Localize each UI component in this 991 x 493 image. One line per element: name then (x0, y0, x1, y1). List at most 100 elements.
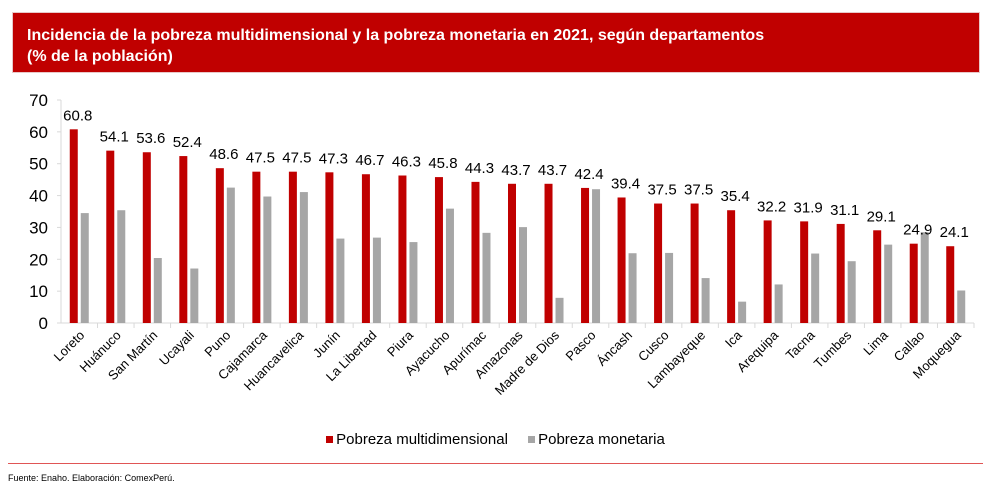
bar-monetaria (519, 227, 527, 323)
bar-multidimensional (69, 129, 78, 323)
bar-multidimensional (946, 246, 955, 323)
bar-monetaria (555, 297, 564, 323)
chart-title-bar: Incidencia de la pobreza multidimensiona… (12, 12, 980, 73)
y-tick-label: 30 (29, 218, 48, 237)
data-label-multidimensional: 47.3 (319, 150, 348, 167)
bar-multidimensional (361, 174, 370, 323)
source-note: Fuente: Enaho. Elaboración: ComexPerú. (8, 473, 175, 483)
data-label-multidimensional: 39.4 (611, 175, 640, 192)
data-label-multidimensional: 43.7 (501, 162, 530, 179)
data-label-multidimensional: 46.3 (392, 154, 421, 171)
bar-monetaria (738, 301, 747, 323)
bar-multidimensional (836, 223, 845, 323)
y-tick-label: 60 (29, 123, 48, 142)
bar-multidimensional (215, 168, 224, 323)
legend-swatch-monetaria (528, 436, 536, 443)
data-label-multidimensional: 42.4 (574, 166, 603, 183)
y-tick-label: 0 (39, 314, 48, 333)
bar-multidimensional (142, 152, 151, 323)
data-label-multidimensional: 24.1 (940, 224, 969, 241)
bar-monetaria (957, 290, 966, 323)
bar-monetaria (153, 258, 162, 323)
bar-multidimensional (581, 187, 590, 323)
bar-multidimensional (398, 175, 407, 323)
data-label-multidimensional: 48.6 (209, 146, 238, 163)
x-category-label: Ica (722, 327, 745, 350)
bar-monetaria (372, 237, 381, 323)
data-label-multidimensional: 31.1 (830, 202, 859, 219)
y-tick-label: 50 (29, 155, 48, 174)
bar-multidimensional (617, 197, 626, 323)
x-category-label: Áncash (594, 328, 635, 369)
bar-monetaria (117, 210, 126, 323)
legend-item-monetaria: Pobreza monetaria (528, 431, 665, 448)
data-label-multidimensional: 44.3 (465, 160, 494, 177)
x-category-label: Piura (384, 327, 417, 360)
bar-multidimensional (471, 181, 480, 323)
data-label-multidimensional: 43.7 (538, 162, 567, 179)
x-category-label: Madre de Dios (492, 327, 563, 398)
bar-monetaria (847, 261, 856, 323)
chart-subtitle: (% de la población) (27, 48, 173, 65)
bar-monetaria (774, 284, 783, 323)
bar-multidimensional (508, 183, 516, 323)
data-label-multidimensional: 37.5 (647, 182, 676, 199)
bar-monetaria (299, 192, 308, 323)
bar-multidimensional (690, 203, 699, 323)
data-label-multidimensional: 37.5 (684, 182, 713, 199)
legend-label-multidimensional: Pobreza multidimensional (336, 431, 508, 448)
bar-multidimensional (179, 156, 188, 323)
bar-multidimensional (106, 150, 115, 323)
bar-monetaria (409, 242, 418, 323)
data-label-multidimensional: 35.4 (721, 188, 750, 205)
bar-multidimensional (873, 230, 882, 323)
x-category-label: Tumbes (811, 327, 855, 371)
bar-chart: 01020304050607060.8Loreto54.1Huánuco53.6… (29, 91, 975, 398)
data-label-multidimensional: 31.9 (794, 199, 823, 216)
y-tick-label: 10 (29, 282, 48, 301)
data-label-multidimensional: 47.5 (282, 150, 311, 167)
bar-monetaria (665, 252, 674, 323)
bar-monetaria (920, 232, 929, 323)
bar-monetaria (811, 253, 820, 323)
bar-monetaria (226, 187, 235, 323)
x-category-label: Puno (201, 328, 233, 360)
legend-swatch-multidimensional (326, 436, 334, 443)
bar-monetaria (190, 268, 199, 323)
data-label-multidimensional: 32.2 (757, 198, 786, 215)
data-label-multidimensional: 60.8 (63, 107, 92, 124)
bar-multidimensional (763, 220, 772, 323)
legend-item-multidimensional: Pobreza multidimensional (326, 431, 508, 448)
bar-multidimensional (434, 177, 443, 323)
bar-multidimensional (909, 243, 918, 323)
bar-multidimensional (544, 183, 553, 323)
bar-monetaria (884, 244, 893, 323)
data-label-multidimensional: 45.8 (428, 155, 457, 172)
bar-multidimensional (325, 172, 334, 323)
bar-multidimensional (252, 171, 261, 323)
bar-monetaria (263, 196, 272, 323)
legend-label-monetaria: Pobreza monetaria (538, 431, 665, 448)
data-label-multidimensional: 53.6 (136, 130, 165, 147)
chart-title: Incidencia de la pobreza multidimensiona… (27, 27, 765, 44)
x-category-label: Lima (860, 327, 891, 358)
data-label-multidimensional: 29.1 (867, 208, 896, 225)
x-category-label: Junín (310, 328, 343, 361)
y-tick-label: 40 (29, 187, 48, 206)
bar-monetaria (592, 189, 601, 323)
data-label-multidimensional: 24.9 (903, 222, 932, 239)
data-label-multidimensional: 54.1 (100, 129, 129, 146)
data-label-multidimensional: 52.4 (173, 134, 202, 151)
y-tick-label: 70 (29, 91, 48, 110)
data-label-multidimensional: 46.7 (355, 152, 384, 169)
bar-multidimensional (654, 203, 663, 323)
bar-monetaria (336, 238, 345, 323)
x-category-label: Ucayali (156, 327, 197, 368)
x-category-label: Arequipa (734, 327, 782, 375)
data-label-multidimensional: 47.5 (246, 150, 275, 167)
bar-monetaria (701, 278, 710, 323)
bar-multidimensional (727, 210, 736, 323)
footer-divider (8, 463, 983, 464)
bar-multidimensional (288, 171, 297, 323)
legend: Pobreza multidimensional Pobreza monetar… (0, 430, 991, 448)
